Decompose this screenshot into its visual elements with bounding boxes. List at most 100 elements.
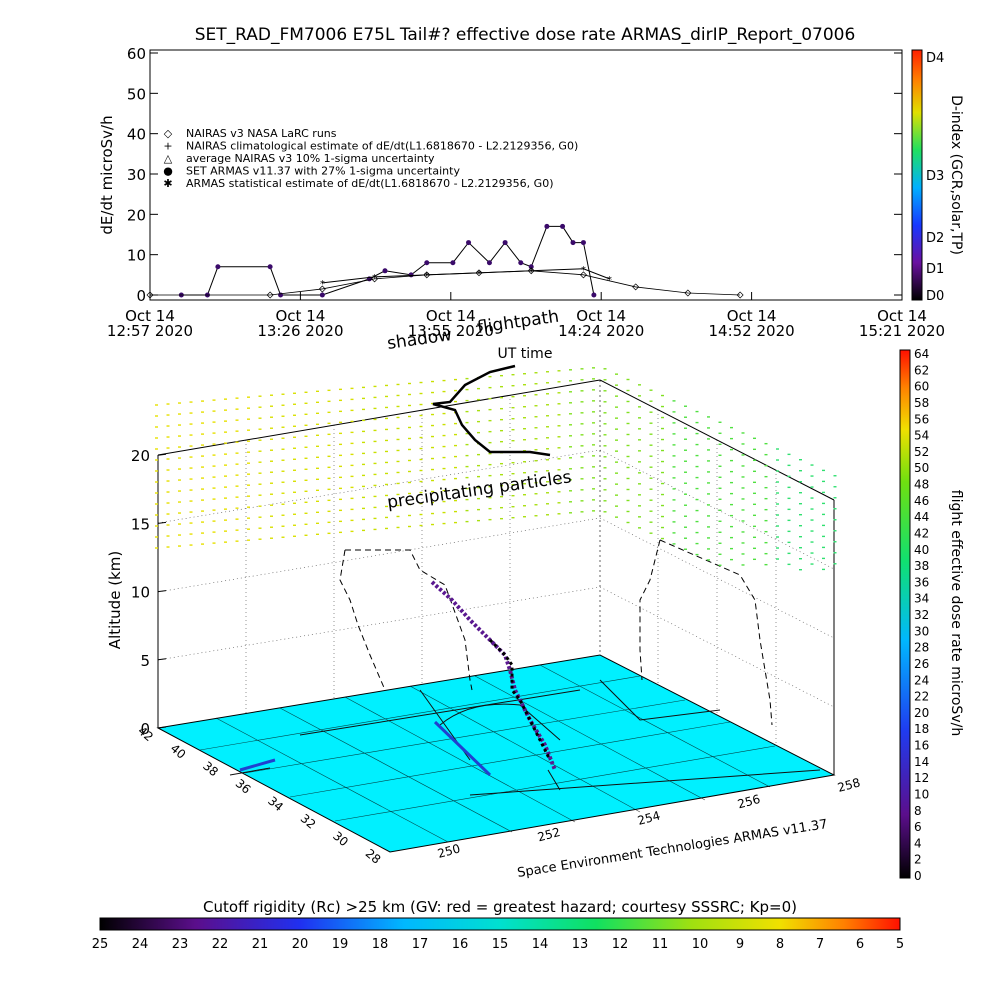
dose-tick-label: 40 bbox=[914, 543, 929, 557]
legend-label: ARMAS statistical estimate of dE/dt(L1.6… bbox=[186, 177, 553, 190]
legend-label: NAIRAS v3 NASA LaRC runs bbox=[186, 127, 337, 140]
latitude-tick-label: 36 bbox=[233, 776, 254, 797]
legend-symbol: △ bbox=[164, 152, 173, 165]
series-point bbox=[424, 260, 430, 266]
series-point bbox=[486, 260, 492, 266]
series-point bbox=[408, 272, 414, 278]
top-x-tick-day: Oct 14 bbox=[576, 307, 626, 325]
dose-tick-label: 20 bbox=[914, 706, 929, 720]
dose-tick-label: 2 bbox=[914, 853, 922, 867]
series-line bbox=[150, 270, 741, 296]
top-x-tick-time: 13:26 2020 bbox=[257, 322, 343, 340]
series-point bbox=[475, 269, 483, 277]
legend-label: average NAIRAS v3 10% 1-sigma uncertaint… bbox=[186, 152, 435, 165]
longitude-tick-label: 256 bbox=[736, 792, 762, 811]
altitude-tick-label: 10 bbox=[131, 584, 150, 602]
legend-label: NAIRAS climatological estimate of dE/dt(… bbox=[186, 140, 578, 153]
top-y-axis-label: dE/dt microSv/h bbox=[98, 115, 116, 234]
dose-tick-label: 30 bbox=[914, 624, 929, 638]
top-x-tick-day: Oct 14 bbox=[877, 307, 927, 325]
series-point bbox=[591, 292, 597, 298]
top-x-tick-time: 14:52 2020 bbox=[709, 322, 795, 340]
annotation-precipitating-particles: precipitating particles bbox=[386, 467, 573, 513]
series-point: * bbox=[581, 265, 586, 276]
altitude-tick-label: 0 bbox=[140, 720, 150, 738]
rc-tick-label: 25 bbox=[92, 937, 109, 952]
footer-credit: Space Environment Technologies ARMAS v11… bbox=[516, 817, 828, 881]
series-point bbox=[570, 240, 576, 246]
altitude-tick bbox=[157, 658, 167, 661]
top-x-tick-day: Oct 14 bbox=[125, 307, 175, 325]
dose-tick-label: 64 bbox=[914, 347, 929, 361]
rc-tick-label: 17 bbox=[412, 937, 429, 952]
dose-tick-label: 8 bbox=[914, 804, 922, 818]
top-y-tick-label: 10 bbox=[127, 247, 146, 265]
top-x-axis-label: UT time bbox=[498, 346, 553, 362]
rc-colorbar-ticks: 25 24 23 22 21 20 19 18 17 16 15 14 13 12 11 10 9 8 7 6 5 bbox=[92, 937, 904, 952]
rc-tick-label: 18 bbox=[372, 937, 389, 952]
longitude-tick-label: 254 bbox=[636, 808, 662, 827]
series-point: * bbox=[529, 267, 534, 278]
dose-colorbar-ticks: 0246810121416182022242628303234363840424… bbox=[914, 347, 929, 883]
ground-track bbox=[239, 720, 492, 777]
dose-tick-label: 48 bbox=[914, 478, 929, 492]
series-point bbox=[215, 264, 221, 270]
legend-symbol: ● bbox=[163, 165, 173, 178]
longitude-ticks: 250 252 254 256 258 bbox=[436, 775, 862, 860]
rc-tick-label: 24 bbox=[132, 937, 149, 952]
chart-title: SET_RAD_FM7006 E75L Tail#? effective dos… bbox=[195, 25, 856, 45]
series-point bbox=[319, 292, 325, 298]
dose-tick-label: 16 bbox=[914, 739, 929, 753]
rc-tick-label: 5 bbox=[896, 937, 904, 952]
dose-tick-label: 18 bbox=[914, 722, 929, 736]
series-point bbox=[684, 289, 692, 297]
longitude-tick-label: 252 bbox=[536, 825, 562, 844]
series-point bbox=[502, 240, 508, 246]
map-boundaries bbox=[229, 679, 821, 796]
series-point: * bbox=[477, 269, 482, 280]
top-x-tick-day: Oct 14 bbox=[727, 307, 777, 325]
series-point bbox=[736, 291, 744, 299]
latitude-tick-label: 42 bbox=[135, 724, 156, 745]
dindex-tick-label: D1 bbox=[926, 262, 944, 277]
dose-tick-label: 42 bbox=[914, 526, 929, 540]
dose-tick-label: 44 bbox=[914, 510, 929, 524]
rc-tick-label: 19 bbox=[332, 937, 349, 952]
legend-symbol: ◇ bbox=[164, 127, 173, 140]
legend-label: SET ARMAS v11.37 with 27% 1-sigma uncert… bbox=[186, 165, 460, 178]
rc-tick-label: 6 bbox=[856, 937, 864, 952]
top-y-tick-label: 0 bbox=[136, 287, 146, 305]
latitude-tick-label: 32 bbox=[298, 811, 319, 832]
top-plot-frame bbox=[149, 49, 903, 301]
altitude-tick bbox=[157, 453, 167, 456]
top-x-tick-day: Oct 14 bbox=[276, 307, 326, 325]
top-y-axis: 0 10 20 30 40 50 60 bbox=[127, 45, 902, 305]
flightpath-3d bbox=[430, 580, 557, 771]
top-legend: ◇ NAIRAS v3 NASA LaRC runs + NAIRAS climato… bbox=[163, 127, 578, 190]
dose-tick-label: 46 bbox=[914, 494, 929, 508]
longitude-tick-label: 258 bbox=[836, 775, 862, 794]
series-point bbox=[544, 223, 550, 229]
rc-tick-label: 15 bbox=[492, 937, 509, 952]
rc-tick-label: 8 bbox=[776, 937, 784, 952]
rc-tick-label: 12 bbox=[612, 937, 629, 952]
rc-tick-label: 11 bbox=[652, 937, 669, 952]
top-x-tick-time: 14:24 2020 bbox=[558, 322, 644, 340]
dose-tick-label: 62 bbox=[914, 363, 929, 377]
rc-colorbar bbox=[99, 917, 901, 931]
dose-tick-label: 0 bbox=[914, 869, 922, 883]
series-line bbox=[181, 225, 595, 296]
top-x-tick-time: 12:57 2020 bbox=[107, 322, 193, 340]
dose-colorbar-label: flight effective dose rate microSv/h bbox=[948, 490, 964, 736]
latitude-tick-label: 40 bbox=[168, 741, 189, 762]
rc-tick-label: 23 bbox=[172, 937, 189, 952]
series-point bbox=[560, 223, 566, 229]
flightpath-top-shadow bbox=[432, 364, 551, 457]
dose-tick-label: 26 bbox=[914, 657, 929, 671]
series-point: * bbox=[320, 279, 325, 290]
annotation-flightpath: flightpath bbox=[476, 307, 560, 338]
series-point bbox=[450, 260, 456, 266]
